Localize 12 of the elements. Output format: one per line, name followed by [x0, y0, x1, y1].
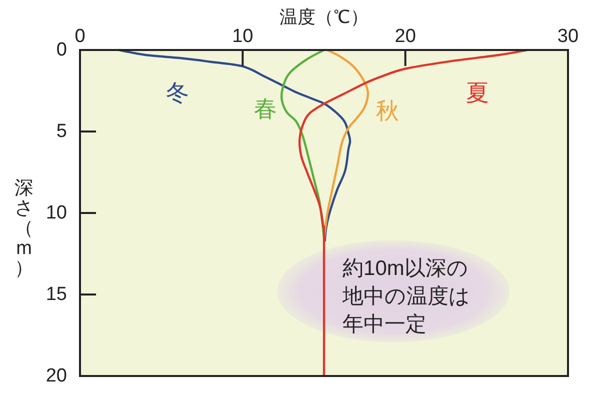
x-axis-title: 温度（℃） [280, 7, 368, 27]
y-tick-label: 0 [56, 40, 67, 60]
y-tick-label: 10 [46, 202, 67, 224]
y-tick-label: 5 [56, 121, 67, 142]
x-tick-label: 0 [74, 26, 86, 47]
x-tick-label: 30 [557, 26, 579, 47]
y-tick-label: 20 [46, 366, 67, 386]
annotation: 約10m以深の地中の温度は年中一定 [342, 256, 471, 336]
y-tick-label: 15 [46, 284, 67, 305]
y-axis-title: 深さ（m） [14, 178, 34, 279]
x-tick-label: 20 [394, 26, 416, 47]
x-tick-label: 10 [232, 26, 254, 47]
